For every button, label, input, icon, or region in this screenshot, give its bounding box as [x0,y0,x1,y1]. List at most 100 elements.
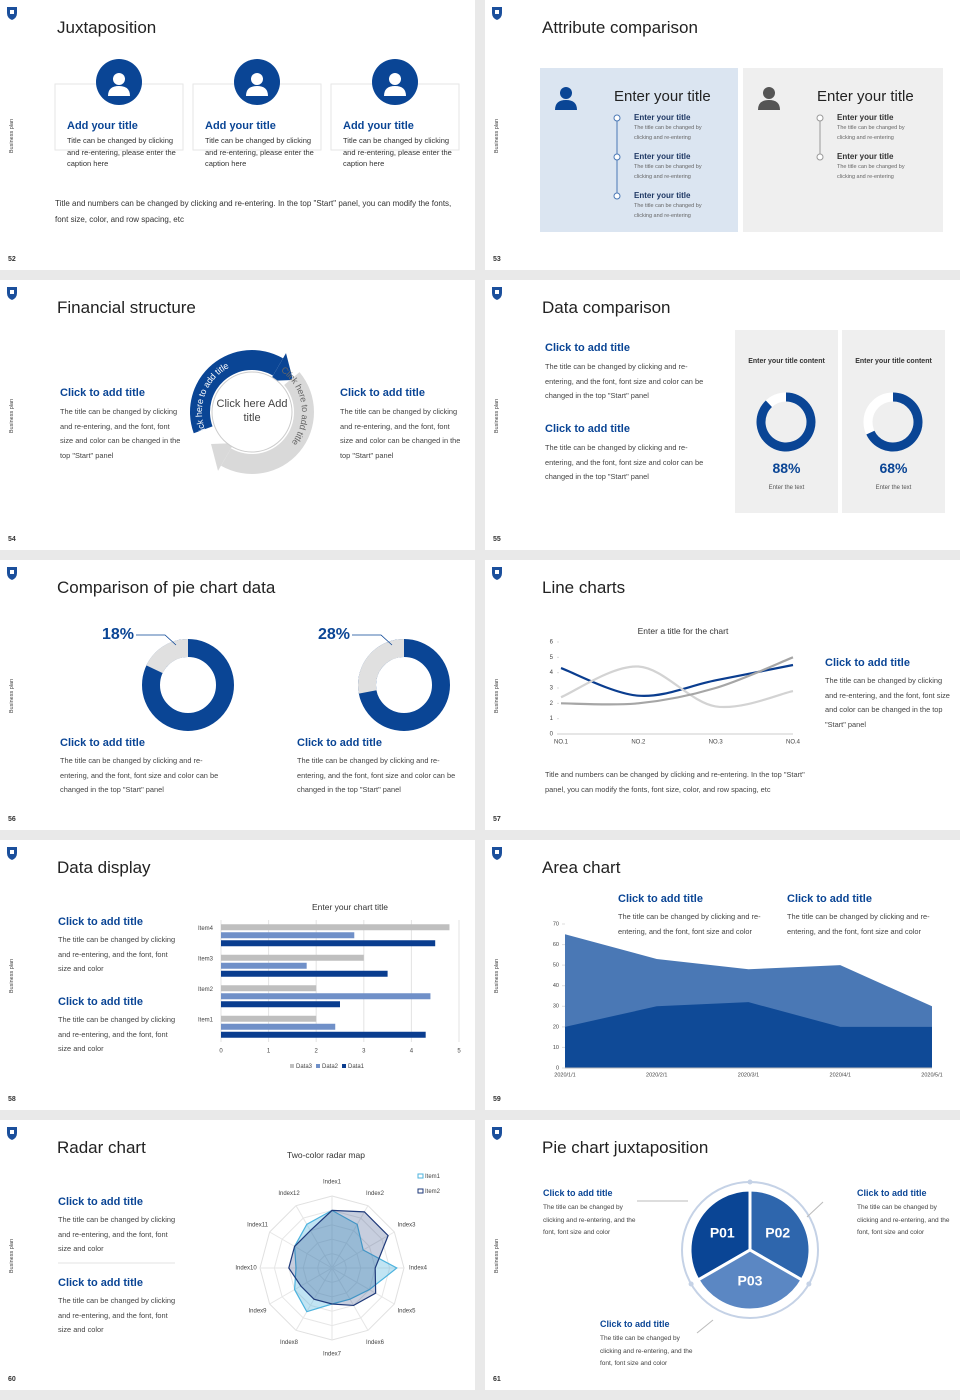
item-text: The title can be changed by clicking and… [545,362,704,400]
icon [763,87,775,99]
slide-number: 58 [8,1096,16,1103]
item-title: Click to add title [58,1196,143,1208]
item-title: Click to add title [58,916,143,928]
radar-spoke [295,1205,333,1269]
slide-number: 59 [493,1096,501,1103]
bar [221,932,355,939]
slide-graphics: Index1 Index2 Index3 Index4 Index5 Index6 Inde… [7,1127,441,1358]
bar [221,954,364,961]
x-tick-label: 2020/1/1 [554,1072,575,1078]
area [565,1002,932,1068]
segment-label: P01 [710,1225,735,1241]
icon [246,86,268,96]
y-tick-label: 60 [553,942,559,948]
x-tick-label: 2020/3/1 [738,1072,759,1078]
side-label: Business plan [494,678,500,714]
item-title: Click to add title [545,342,630,354]
item-text: The title can be changed by clicking and… [58,1215,176,1253]
x-tick-label: 3 [362,1049,366,1055]
axis-label: Index3 [397,1223,416,1229]
bar [221,1001,340,1008]
slide: Juxtaposition 52 Business plan Add your tit… [0,0,475,270]
logo-detail [10,570,14,574]
item-title: Click to add title [618,893,703,905]
slide-title: Area chart [542,858,621,877]
timeline-dot [816,153,824,161]
logo-detail [495,850,499,854]
axis-label: Index2 [366,1191,385,1197]
item-text: The title can be changed by clicking and… [634,125,702,141]
slide-graphics: 0 10 20 30 40 50 60 70 2020/1/1 2020/2/1 2020/3/1 2… [492,847,943,1078]
icon [560,87,572,99]
legend-label: Data3 [296,1064,313,1070]
item-text: Title can be changed by clicking and re-… [343,136,452,168]
radar-area [288,1209,389,1307]
card [842,330,945,513]
item-text: The title can be changed by clicking and… [857,1204,950,1236]
ring-marker [688,1281,694,1287]
slide-graphics [492,287,945,513]
panel-title: Enter your title [614,88,711,105]
x-tick-label: 2020/5/1 [921,1072,942,1078]
y-tick-label: 3 [550,686,554,692]
slide-graphics [7,567,450,731]
item-title: Enter your title [634,191,691,200]
item-text: The title can be changed by clicking and… [545,443,704,481]
y-tick-label: Item3 [198,956,214,962]
item-title: Click to add title [600,1319,670,1329]
slide-title: Data comparison [542,298,671,317]
item-text: The title can be changed by clicking and… [297,756,456,794]
segment-label: P02 [765,1225,790,1241]
radar-spoke [331,1205,369,1269]
item-text: The title can be changed by clicking and… [60,407,181,460]
y-tick-label: Item2 [198,987,214,993]
logo-detail [10,10,14,14]
y-tick-label: 0 [550,732,554,738]
logo-detail [495,1130,499,1134]
slide-title: Radar chart [57,1138,146,1157]
side-label: Business plan [494,118,500,154]
y-tick-label: 1 [550,716,554,722]
item-text: The title can be changed by clicking and… [58,935,176,973]
item-title: Enter your title [837,113,894,122]
connector [806,1201,824,1218]
x-tick-label: NO.3 [709,740,724,746]
radar-spoke [331,1267,395,1305]
x-tick-label: 1 [267,1049,271,1055]
timeline-dot [613,192,621,200]
panel [540,68,738,232]
slide-number: 60 [8,1376,16,1383]
legend-swatch [417,1173,424,1179]
legend-label: Item1 [425,1174,441,1180]
chart-title: Enter a title for the chart [637,626,729,636]
item-text: The title can be changed by clicking and… [634,164,702,180]
x-tick-label: NO.2 [631,740,646,746]
slide-number: 53 [493,256,501,263]
card-heading: Enter your title content [855,358,932,365]
item-text: The title can be changed by clicking and… [58,1015,176,1053]
item-title: Click to add title [787,893,872,905]
item-title: Click to add title [58,1277,143,1289]
x-tick-label: NO.1 [554,740,569,746]
y-tick-label: Item4 [198,926,214,932]
slide: Click here to add title Click here to add… [0,280,475,550]
slide: Index1 Index2 Index3 Index4 Index5 Index6 Inde… [0,1120,475,1390]
panel-title: Enter your title [817,88,914,105]
bar [221,985,317,992]
slide: 0 1 2 3 4 5 6 NO.1 NO.2 NO.3 NO.4 Line charts 57 Busi… [485,560,960,830]
side-label: Business plan [494,958,500,994]
bar [221,924,450,931]
slide-title: Pie chart juxtaposition [542,1138,709,1157]
item-text: Title can be changed by clicking and re-… [205,136,314,168]
slide-graphics: 0 1 2 3 4 5 6 NO.1 NO.2 NO.3 NO.4 [492,567,801,746]
side-label: Business plan [9,118,15,154]
slide-title: Attribute comparison [542,18,698,37]
donut-arc [756,392,816,452]
donut-value [146,639,189,674]
icon [108,86,130,96]
y-tick-label: 10 [553,1045,559,1051]
slide-graphics [7,7,460,151]
x-tick-label: 2020/4/1 [830,1072,851,1078]
item-title: Add your title [67,120,138,132]
item-text: The title can be changed by clicking and… [600,1335,693,1367]
